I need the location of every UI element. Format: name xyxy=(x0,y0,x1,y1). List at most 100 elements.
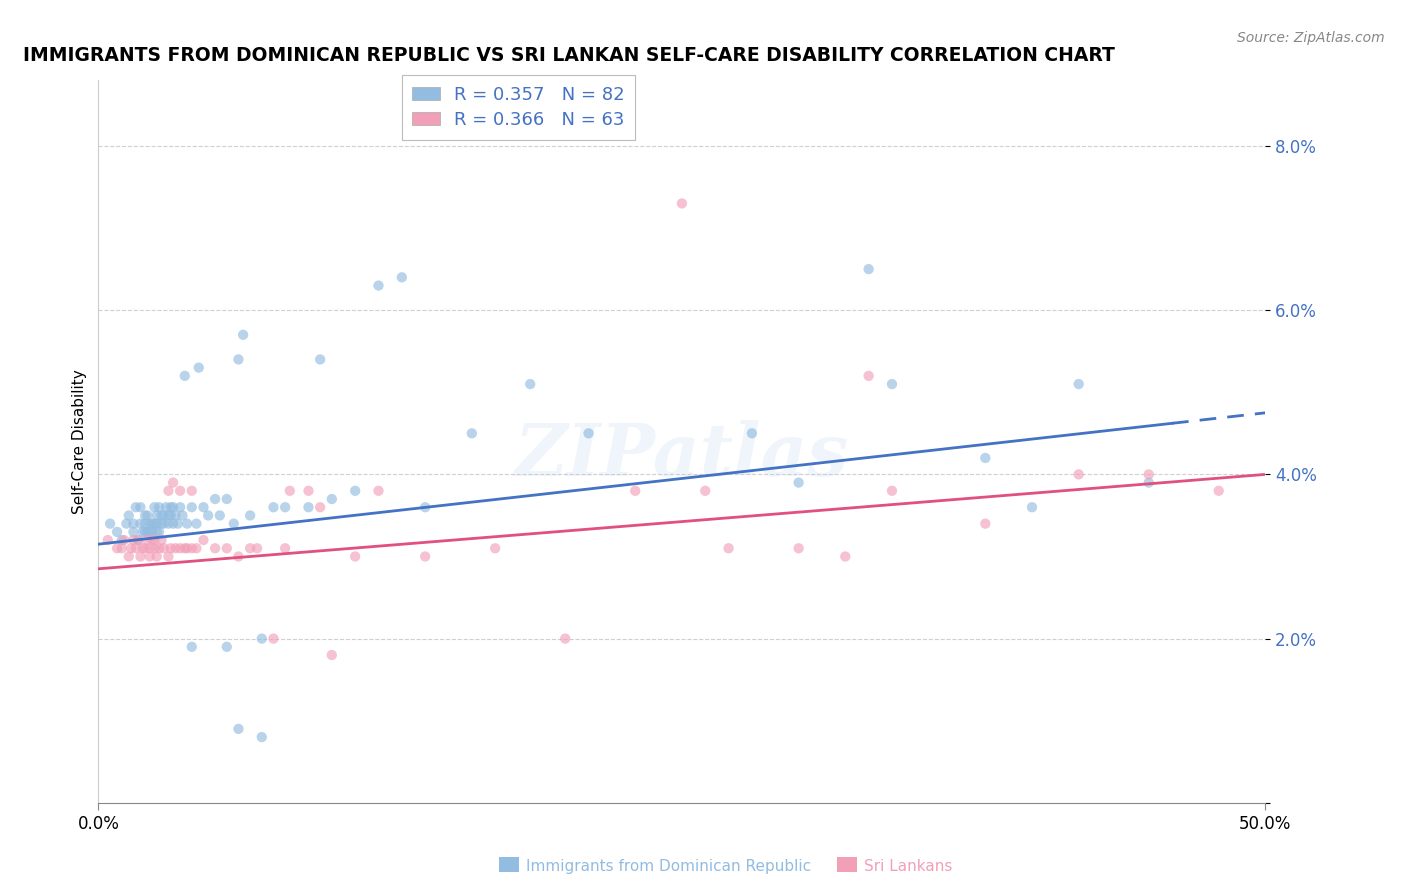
Point xyxy=(741,426,763,441)
Point xyxy=(228,352,250,367)
Point xyxy=(1067,377,1090,392)
Point xyxy=(180,483,202,498)
Point xyxy=(391,270,413,285)
Point xyxy=(112,533,135,547)
Point xyxy=(162,475,184,490)
Point xyxy=(169,541,191,556)
Point xyxy=(152,508,174,523)
Point xyxy=(139,541,162,556)
Point xyxy=(118,549,141,564)
Point xyxy=(115,516,138,531)
Point xyxy=(180,500,202,515)
Point xyxy=(127,533,149,547)
Point xyxy=(159,500,181,515)
Point xyxy=(246,541,269,556)
Point xyxy=(173,368,195,383)
Point xyxy=(143,533,166,547)
Point xyxy=(834,549,856,564)
Point xyxy=(97,533,120,547)
Point xyxy=(129,549,152,564)
Point xyxy=(250,730,273,744)
Point xyxy=(141,533,163,547)
Point xyxy=(186,541,208,556)
Point xyxy=(139,549,162,564)
Point xyxy=(880,377,903,392)
Point xyxy=(176,516,198,531)
Point xyxy=(136,508,159,523)
Point xyxy=(134,541,156,556)
Point xyxy=(578,426,600,441)
Point xyxy=(695,483,717,498)
Point xyxy=(166,516,188,531)
Point xyxy=(180,541,202,556)
Point xyxy=(169,483,191,498)
Point xyxy=(105,541,128,556)
Point xyxy=(624,483,647,498)
Point xyxy=(228,549,250,564)
Point xyxy=(344,483,367,498)
Point xyxy=(159,541,181,556)
Point xyxy=(98,516,121,531)
Point xyxy=(176,541,198,556)
Point xyxy=(111,533,134,547)
Point xyxy=(187,360,209,375)
Point xyxy=(169,500,191,515)
Point xyxy=(122,516,145,531)
Point xyxy=(309,500,332,515)
Point xyxy=(141,516,163,531)
Text: IMMIGRANTS FROM DOMINICAN REPUBLIC VS SRI LANKAN SELF-CARE DISABILITY CORRELATIO: IMMIGRANTS FROM DOMINICAN REPUBLIC VS SR… xyxy=(22,45,1115,65)
Point xyxy=(193,500,215,515)
Point xyxy=(1021,500,1043,515)
Point xyxy=(146,516,169,531)
Point xyxy=(232,327,254,342)
Point xyxy=(105,524,128,539)
Point xyxy=(111,541,134,556)
Point xyxy=(787,541,810,556)
Point xyxy=(134,516,156,531)
Point xyxy=(122,533,145,547)
Point xyxy=(1137,475,1160,490)
Point xyxy=(344,549,367,564)
Point xyxy=(297,500,319,515)
Point xyxy=(143,516,166,531)
Text: Sri Lankans: Sri Lankans xyxy=(863,859,952,874)
Text: ZIPatlas: ZIPatlas xyxy=(515,420,849,491)
Point xyxy=(159,508,181,523)
Point xyxy=(162,500,184,515)
Point xyxy=(165,541,187,556)
Point xyxy=(127,533,149,547)
Point xyxy=(262,500,284,515)
Legend: R = 0.357   N = 82, R = 0.366   N = 63: R = 0.357 N = 82, R = 0.366 N = 63 xyxy=(402,75,636,140)
Point xyxy=(134,508,156,523)
Point xyxy=(148,500,170,515)
Point xyxy=(367,483,389,498)
Point xyxy=(143,500,166,515)
Point xyxy=(148,524,170,539)
Point xyxy=(132,524,155,539)
Point xyxy=(215,640,238,654)
Point xyxy=(250,632,273,646)
Point xyxy=(1208,483,1230,498)
Point xyxy=(974,516,997,531)
Point xyxy=(274,500,297,515)
Point xyxy=(165,508,187,523)
Point xyxy=(125,500,148,515)
Point xyxy=(143,541,166,556)
Point xyxy=(278,483,301,498)
Point xyxy=(122,524,145,539)
Point xyxy=(193,533,215,547)
Point xyxy=(717,541,740,556)
Point xyxy=(157,483,180,498)
Point xyxy=(239,541,262,556)
Point xyxy=(671,196,693,211)
Point xyxy=(413,549,436,564)
Point xyxy=(118,508,141,523)
Point xyxy=(150,508,173,523)
Point xyxy=(129,516,152,531)
Point xyxy=(157,549,180,564)
Point xyxy=(461,426,484,441)
Point xyxy=(208,508,231,523)
Point xyxy=(150,516,173,531)
Point xyxy=(146,524,169,539)
Point xyxy=(136,533,159,547)
